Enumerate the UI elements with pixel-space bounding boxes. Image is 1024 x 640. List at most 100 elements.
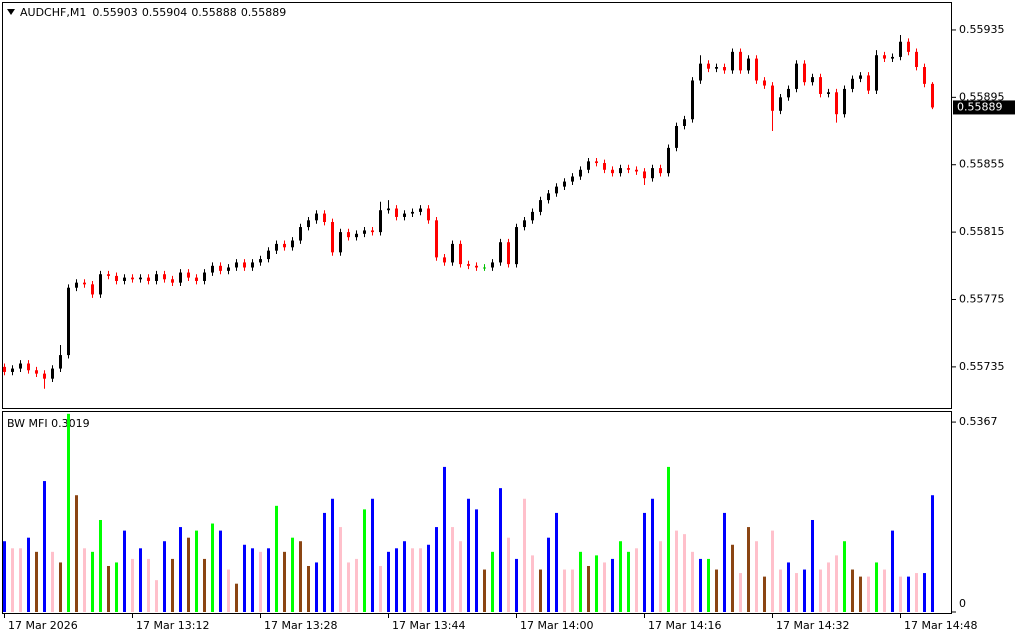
candle-body [787,88,790,98]
y-tick-label: 0.55815 [959,225,1005,238]
candle-body [499,242,502,263]
candle-body [843,88,846,115]
candle-body [443,257,446,263]
mfi-bar [275,505,278,612]
mfi-bar [331,498,334,612]
mfi-bar [147,558,150,612]
candle-body [219,265,222,271]
mfi-bar [643,512,646,612]
mfi-bar [243,544,246,612]
mfi-bar [171,558,174,612]
candle-body [739,51,742,71]
candle-body [899,41,902,57]
candle-body [547,193,550,201]
candle-body [659,168,662,174]
last-price-label: 0.55889 [957,100,1003,113]
candle-body [571,176,574,182]
mfi-bar [363,509,366,612]
candle-body [563,181,566,187]
x-tick-label: 17 Mar 14:48 [904,619,977,632]
candle-body [379,210,382,233]
mfi-bar [667,466,670,612]
mfi-bar [779,569,782,612]
candle-body [827,92,830,94]
candle-body [619,168,622,174]
mfi-bar [443,466,446,612]
candle-body [923,67,926,84]
candle-body [539,200,542,212]
candle-body [667,147,670,174]
candle-body [67,287,70,356]
candle-body [731,51,734,71]
menu-arrow[interactable] [7,9,15,15]
mfi-bar [203,558,206,612]
mfi-bar [803,569,806,612]
candle-body [235,262,238,268]
candle-body [123,277,126,281]
candle-body [243,262,246,268]
candle-body [683,119,686,126]
candle-body [91,284,94,295]
mfi-bar [123,530,126,612]
candle-body [691,80,694,120]
candle-body [179,272,182,283]
indicator-title: BW MFI 0.3019 [7,417,90,430]
candle-body [419,208,422,212]
candle-body [403,213,406,217]
mfi-bar [427,544,430,612]
chart-header: AUDCHF,M1 0.55903 0.55904 0.55888 0.55889 [20,6,286,19]
mfi-bar [899,576,902,612]
candle-body [27,363,30,371]
mfi-bar [499,488,502,612]
mfi-bar [835,555,838,612]
candle-body [915,51,918,68]
mfi-bar [347,562,350,612]
y-tick-label: 0.55855 [959,158,1005,171]
mfi-bar [195,530,198,612]
mfi-bar [875,562,878,612]
mfi-bar [403,541,406,612]
mfi-bar [51,551,54,612]
mfi-bar [291,537,294,612]
candle-body [387,208,390,211]
candle-body [459,243,462,265]
candle-body [35,370,38,374]
mfi-bar [139,548,142,612]
mfi-bar [59,562,62,612]
candle-body [371,230,374,233]
mfi-bar [411,548,414,612]
mfi-bar [179,527,182,612]
candle-body [595,161,598,164]
candle-body [859,75,862,79]
mfi-bar [155,580,158,612]
mfi-bar [683,534,686,612]
mfi-bar [891,530,894,612]
last-price-box [953,100,1015,115]
mfi-bar [715,569,718,612]
candle-body [59,355,62,369]
mfi-bar [11,548,14,612]
candle-body [203,272,206,281]
candle-body [507,242,510,265]
candle-body [115,275,118,281]
mfi-bar [707,558,710,612]
candle-body [211,265,214,273]
mfi-bar [19,548,22,612]
mfi-bar [579,551,582,612]
candle-body [635,169,638,172]
mfi-bar [595,555,598,612]
candle-body [763,80,766,86]
candle-body [723,67,726,71]
mfi-bar [819,569,822,612]
mfi-bar [563,569,566,612]
mfi-bar [907,576,910,612]
candle-body [267,250,270,260]
candle-body [339,232,342,253]
mfi-bar [99,519,102,612]
x-tick-label: 17 Mar 14:16 [648,619,721,632]
mfi-bar [267,548,270,612]
candle-body [171,279,174,283]
candle-body [603,163,606,170]
mfi-bar [627,551,630,612]
